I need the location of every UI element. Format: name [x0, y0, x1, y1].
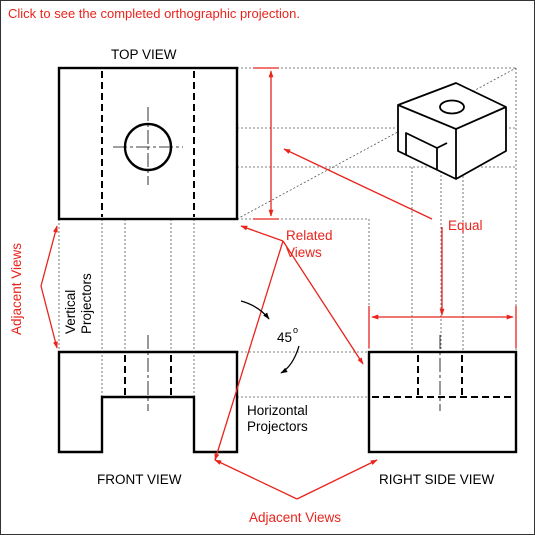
- related-views-arrows: [214, 225, 364, 461]
- front-view: [57, 335, 239, 454]
- horizontal-projectors-label-line2: Projectors: [247, 419, 308, 434]
- front-view-label: FRONT VIEW: [97, 472, 182, 487]
- top-view: [57, 66, 239, 221]
- angle-arc: [240, 300, 300, 374]
- right-side-view: [367, 335, 518, 454]
- right-side-view-label: RIGHT SIDE VIEW: [379, 472, 495, 487]
- adjacent-views-left-arrows: [40, 225, 58, 349]
- angle-label: 45: [277, 330, 292, 345]
- adjacent-views-bottom-arrows: [214, 459, 378, 500]
- top-view-label: TOP VIEW: [111, 47, 177, 62]
- instruction-link[interactable]: Click to see the completed orthographic …: [8, 6, 300, 21]
- horizontal-projectors-label-line1: Horizontal: [247, 403, 308, 418]
- isometric-pictorial: [397, 82, 507, 180]
- adjacent-views-bottom-label: Adjacent Views: [249, 510, 341, 525]
- equal-dimensions: [253, 67, 517, 348]
- related-views-label-line2: Views: [286, 245, 322, 260]
- adjacent-views-left-label: Adjacent Views: [9, 243, 24, 335]
- equal-label: Equal: [448, 218, 483, 233]
- degree-symbol: o: [293, 325, 298, 335]
- related-views-label-line1: Related: [286, 228, 333, 243]
- vertical-projectors-label-line2: Projectors: [79, 273, 94, 334]
- vertical-projectors-label-line1: Vertical: [63, 290, 78, 334]
